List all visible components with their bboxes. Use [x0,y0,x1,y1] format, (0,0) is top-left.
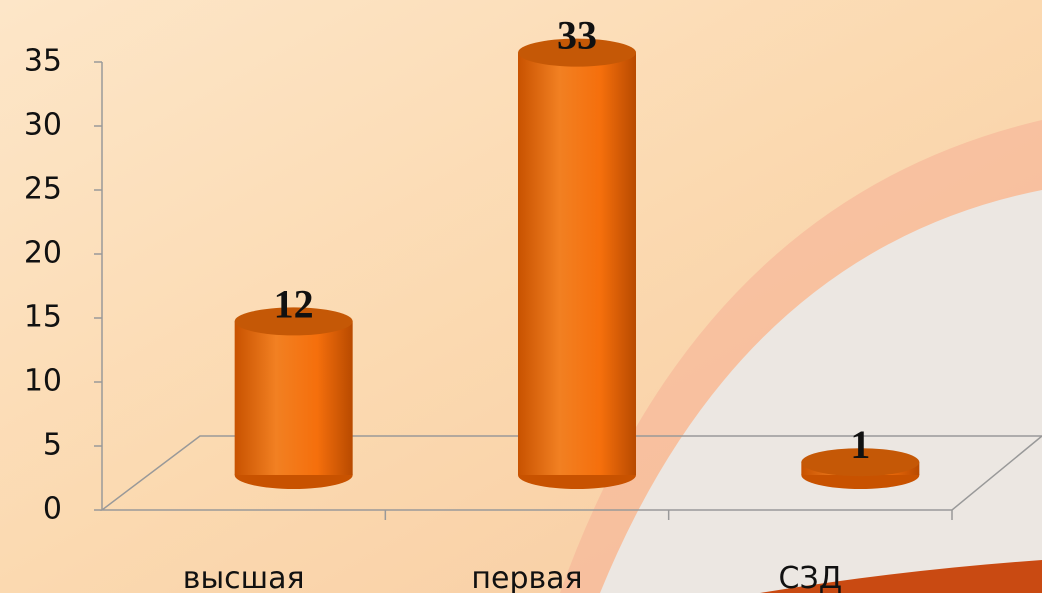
bar [235,321,353,475]
page: 05101520253035высшая12первая33СЗД1 (() =… [0,0,1042,593]
value-label: 1 [850,422,870,467]
y-tick-label: 5 [43,428,62,463]
y-tick-label: 20 [24,236,62,271]
y-tick-label: 0 [43,492,62,527]
value-label: 33 [557,13,597,58]
x-tick-label: первая [471,561,582,593]
y-tick-label: 15 [24,300,62,335]
bar [518,53,636,475]
y-tick-label: 25 [24,172,62,207]
y-tick-label: 35 [24,44,62,79]
y-tick-label: 10 [24,364,62,399]
chart: 0 5 10 15 20 25 30 35 высшая 12 первая 33 СЗД 1 [0,0,1042,593]
x-tick-label: высшая [183,561,305,593]
x-tick-label: СЗД [779,561,843,593]
y-tick-label: 30 [24,108,62,143]
value-label: 12 [274,281,314,326]
